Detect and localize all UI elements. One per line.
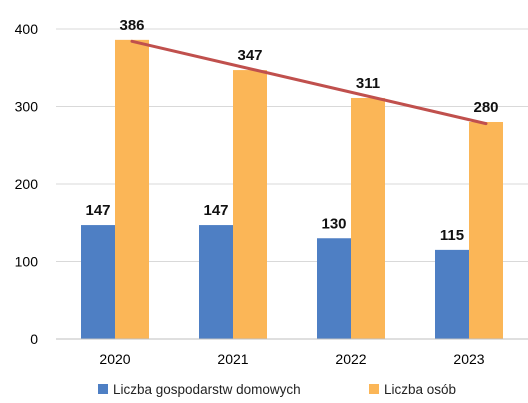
x-tick-label: 2023 bbox=[453, 351, 484, 367]
bar-households-2021 bbox=[199, 225, 233, 339]
bar-persons-2022 bbox=[351, 97, 385, 339]
x-tick-label: 2020 bbox=[99, 351, 130, 367]
data-label: 115 bbox=[440, 227, 464, 244]
bar-persons-2020 bbox=[115, 39, 149, 339]
legend-label-series-1: Liczba osób bbox=[384, 382, 456, 397]
legend: Liczba gospodarstw domowych Liczba osób bbox=[98, 382, 456, 397]
bars bbox=[81, 39, 503, 339]
data-label: 147 bbox=[85, 202, 110, 219]
legend-swatch-series-0 bbox=[98, 384, 108, 394]
x-axis: 2020 2021 2022 2023 bbox=[99, 351, 484, 367]
data-label: 311 bbox=[356, 75, 380, 92]
data-label: 130 bbox=[321, 215, 346, 232]
data-labels: 147 386 147 347 130 311 115 280 bbox=[85, 17, 498, 244]
legend-label-series-0: Liczba gospodarstw domowych bbox=[113, 382, 301, 397]
y-tick-label: 100 bbox=[15, 254, 39, 270]
x-tick-label: 2021 bbox=[217, 351, 248, 367]
y-tick-label: 400 bbox=[15, 21, 39, 37]
y-axis: 0 100 200 300 400 bbox=[15, 21, 39, 347]
y-tick-label: 300 bbox=[15, 99, 39, 115]
bar-persons-2023 bbox=[469, 122, 503, 339]
trendline-persons bbox=[130, 39, 488, 126]
trendline bbox=[130, 39, 488, 126]
bar-households-2022 bbox=[317, 238, 351, 339]
data-label: 280 bbox=[473, 99, 498, 116]
data-label: 147 bbox=[203, 202, 228, 219]
y-tick-label: 200 bbox=[15, 176, 39, 192]
data-label: 386 bbox=[119, 17, 144, 34]
data-label: 347 bbox=[237, 47, 262, 64]
legend-swatch-series-1 bbox=[369, 384, 379, 394]
bar-households-2020 bbox=[81, 225, 115, 339]
bar-households-2023 bbox=[435, 249, 469, 339]
y-tick-label: 0 bbox=[30, 331, 38, 347]
x-tick-label: 2022 bbox=[335, 351, 366, 367]
bar-persons-2021 bbox=[233, 70, 267, 339]
